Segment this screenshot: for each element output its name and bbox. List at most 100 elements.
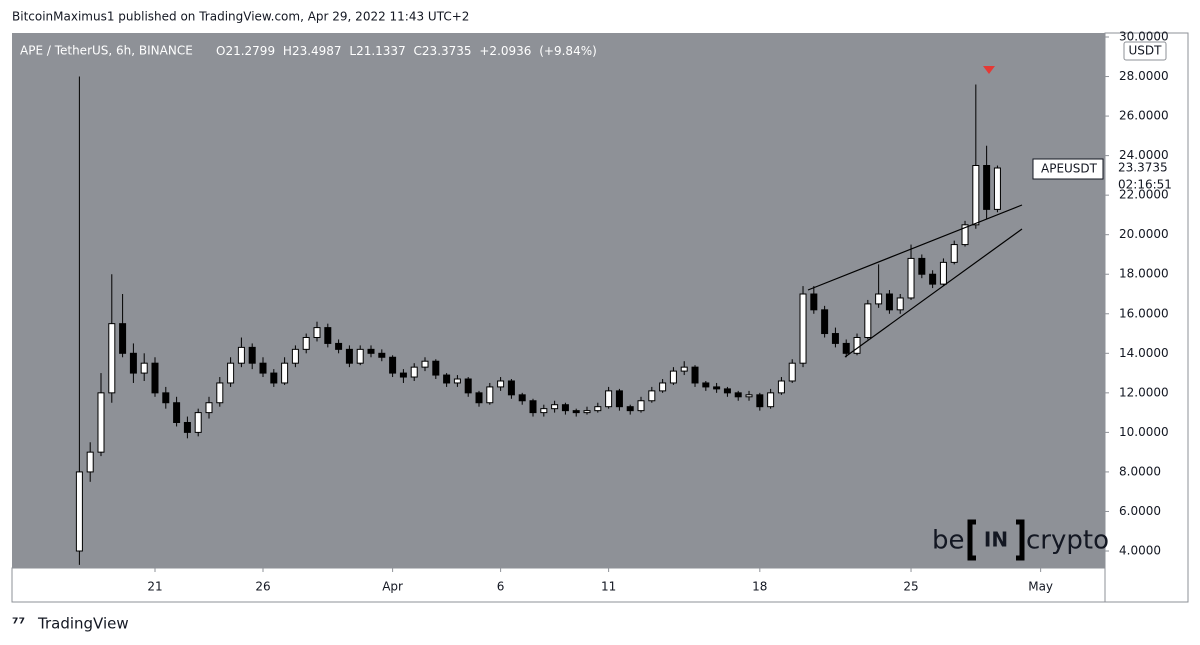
candle-body (929, 273, 937, 285)
candle-body (993, 167, 1001, 210)
o-value: 21.2799 (225, 44, 275, 58)
x-tick-label: 26 (255, 580, 270, 594)
candle-body (950, 244, 958, 263)
h-value: 23.4987 (292, 44, 342, 58)
candle-body (75, 471, 83, 552)
y-tick-label: 10.0000 (1119, 425, 1169, 439)
candle-body (756, 394, 764, 408)
candle-body (853, 336, 861, 354)
candle-body (140, 362, 148, 374)
candle-body (151, 362, 159, 394)
ticker: APEUSDT (1041, 162, 1098, 176)
candle-body (237, 346, 245, 364)
ohlc-readout: O21.2799 H23.4987 L21.1337 C23.3735 +2.0… (216, 44, 597, 58)
candle-body (788, 362, 796, 382)
candle-body (961, 224, 969, 246)
candle-body (637, 400, 645, 412)
y-tick-label: 22.0000 (1119, 188, 1169, 202)
candle-body (205, 402, 213, 414)
last-price: 23.3735 (1118, 161, 1168, 175)
footer-brand: TradingView (37, 615, 129, 633)
candle-body (497, 380, 505, 388)
candle-body (648, 390, 656, 402)
x-tick-label: 25 (903, 580, 918, 594)
candle-body (335, 342, 343, 350)
candle-body (907, 257, 915, 299)
trendline-lower (844, 228, 1023, 358)
candle-body (518, 394, 526, 402)
x-tick-label: 18 (752, 580, 767, 594)
y-tick-label: 14.0000 (1119, 346, 1169, 360)
candle-body (561, 404, 569, 412)
c-label: C (414, 44, 422, 58)
candle-body (410, 366, 418, 378)
candle-body (983, 165, 991, 210)
plot-area (12, 33, 1105, 568)
candle-body (583, 410, 591, 414)
candle-body (896, 297, 904, 311)
candle-body (745, 394, 753, 398)
l-label: L (349, 44, 356, 58)
candle-body (572, 410, 580, 414)
marks (75, 76, 1001, 565)
candle-body (367, 348, 375, 354)
candle-body (453, 378, 461, 384)
candle-body (291, 348, 299, 364)
candle-body (680, 366, 688, 372)
trendline-upper (807, 204, 1023, 291)
price-axis (1104, 32, 1189, 603)
x-tick-label: 21 (147, 580, 162, 594)
candle-body (821, 309, 829, 335)
candle-body (540, 408, 548, 414)
y-tick-label: 18.0000 (1119, 267, 1169, 281)
candle-body (475, 392, 483, 404)
candle-body (885, 293, 893, 311)
y-tick-label: 28.0000 (1119, 69, 1169, 83)
candle-body (723, 388, 731, 394)
candle-body (972, 165, 980, 226)
candle-body (399, 372, 407, 378)
candle-body (626, 406, 634, 412)
y-tick-label: 16.0000 (1119, 306, 1169, 320)
candle-body (378, 352, 386, 358)
candle-body (939, 261, 947, 285)
candle-body (324, 327, 332, 344)
y-tick-label: 6.0000 (1119, 504, 1161, 518)
candle-body (227, 362, 235, 384)
last-price-box (1106, 158, 1186, 194)
symbol: APE / TetherUS, 6h, BINANCE (20, 44, 193, 58)
y-tick-label: 4.0000 (1119, 544, 1161, 558)
ticker-box (1032, 158, 1104, 180)
y-tick-label: 26.0000 (1119, 109, 1169, 123)
candle-body (97, 392, 105, 453)
candle-body (691, 366, 699, 384)
time-axis (11, 567, 1106, 603)
candle-body (767, 392, 775, 408)
candle-body (86, 451, 94, 473)
y-tick-label: 30.0000 (1119, 30, 1169, 44)
candle-body (345, 348, 353, 364)
candle-body (194, 412, 202, 433)
candle-body (507, 380, 515, 396)
candle-body (421, 360, 429, 368)
watermark-middle: IN (984, 528, 1008, 552)
candle-body (129, 352, 137, 374)
watermark-right: crypto (1026, 526, 1109, 556)
watermark-left: be (932, 526, 965, 556)
x-tick-label: Apr (382, 580, 403, 594)
candle-body (864, 303, 872, 338)
publisher-line: BitcoinMaximus1 published on TradingView… (12, 10, 469, 24)
candle-body (281, 362, 289, 384)
candle-body (486, 386, 494, 404)
change-pct: (+9.84%) (539, 44, 597, 58)
countdown: 02:16:51 (1118, 178, 1172, 192)
candle-body (551, 404, 559, 410)
candle-body (842, 342, 850, 354)
candle-body (918, 257, 926, 275)
candle-body (389, 356, 397, 374)
y-tick-label: 8.0000 (1119, 464, 1161, 478)
candle-body (183, 422, 191, 433)
candle-body (259, 362, 267, 374)
peak-marker (983, 66, 995, 74)
